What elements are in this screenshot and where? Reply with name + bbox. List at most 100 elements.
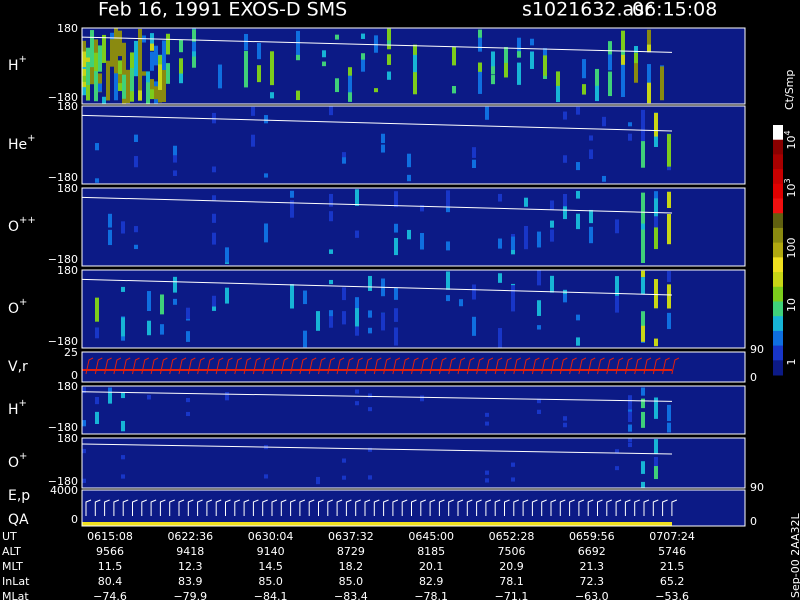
panel-label: O+ [8,297,27,317]
spectrum-cell [368,393,372,398]
spectrum-cell [342,475,346,480]
row-value: −79.9 [173,590,207,600]
spectrum-cell [270,64,274,86]
spectrum-cell [537,236,541,243]
y-tick-label: 180 [57,182,78,195]
colorbar-label: 104 [783,130,799,149]
spectrum-cell [387,28,391,50]
row-value: 0645:00 [408,530,454,543]
panel-label-sup: + [19,451,27,462]
energy-trace [336,499,343,516]
spectrum-cell [517,51,521,58]
spectrum-cell [126,69,130,98]
spectrum-cell [472,147,476,158]
energy-trace [299,499,306,516]
spectrum-cell [641,311,645,326]
spectrum-cell [381,133,385,144]
y-tick-label: −180 [48,475,78,488]
spectrum-cell [530,38,534,46]
spectrum-cell [517,37,521,54]
spectrum-cell [134,156,138,168]
energy-trace [280,499,287,516]
spectrum-cell [361,59,365,72]
panel-label-sup: + [19,297,27,308]
y-tick-label: 180 [57,264,78,277]
spectrum-cell [186,397,190,403]
spectrum-cell [290,294,294,309]
spectrum-cell [491,75,495,85]
row-value: 20.9 [499,560,524,573]
spectrum-cell [146,71,150,84]
spectrum-cell [368,327,372,334]
row-value: 0630:04 [248,530,294,543]
right-tick-label: 0 [750,515,757,528]
spectrum-cell [98,45,102,72]
spectrum-cell [251,134,255,147]
energy-trace [569,499,575,516]
row-value: 18.2 [339,560,364,573]
spectrum-cell [387,40,391,46]
right-tick-label: 90 [750,343,764,356]
spectrum-cell [602,175,606,182]
spectrum-cell [82,478,86,483]
energy-trace [104,499,110,516]
spectrum-cell [244,33,248,51]
spectrum-cell [121,455,125,460]
y-tick-label: −180 [48,335,78,348]
spectrum-cell [530,51,534,69]
spectrum-cell [355,323,359,336]
spectrum-cell [628,407,632,412]
spectrum-cell [667,134,671,143]
row-value: 85.0 [258,575,283,588]
spectrum-cell [472,316,476,336]
energy-trace [643,499,650,516]
spectrum-cell [641,141,645,168]
energy-trace [262,499,268,516]
spectrum-cell [654,465,658,480]
colorbar-step [773,198,783,214]
panel-frame [81,385,746,435]
colorbar-label-exp: 4 [783,130,792,135]
panel-label-text: He [8,137,27,153]
spectrum-cell [628,395,632,410]
spectrum-cell [329,279,333,285]
spectrum-cell [582,84,586,95]
spectrum-cell [355,230,359,238]
spectrum-cell [667,422,671,433]
footer: Sep-00 2AA32L [789,512,800,598]
spectrum-cell [146,82,150,104]
spectrum-cell [608,71,612,97]
spectrum-cell [150,79,154,92]
spectrum-cell [641,192,645,224]
spectrum-cell [106,62,110,101]
panel-background [82,490,745,526]
spectrum-cell [82,448,86,454]
qa-bar [82,522,672,526]
energy-trace [197,499,203,516]
energy-trace [141,499,147,516]
spectrum-cell [641,481,645,488]
spectrum-cell [150,51,154,71]
spectrum-cell [134,226,138,233]
energy-trace [122,499,129,516]
spectrum-cell [212,195,216,201]
spectrum-cell [118,30,122,57]
spectrum-cell [420,205,424,212]
spectrum-cell [264,230,268,243]
energy-trace [587,499,594,516]
spectrum-cell [179,73,183,84]
spectrum-cell [173,145,177,160]
energy-trace [290,499,296,516]
row-value: −78.1 [414,590,448,600]
energy-trace [206,499,213,516]
colorbar-label: 103 [783,178,799,197]
panel-label: H+ [8,54,27,74]
row-value: 21.5 [660,560,685,573]
spectrum-cell [122,42,126,75]
energy-trace [457,499,464,516]
panel-background [82,188,745,266]
row-label: InLat [2,575,30,588]
spectrum-cell [556,85,560,103]
spectrum-cell [179,58,183,81]
spectrum-cell [485,470,489,475]
